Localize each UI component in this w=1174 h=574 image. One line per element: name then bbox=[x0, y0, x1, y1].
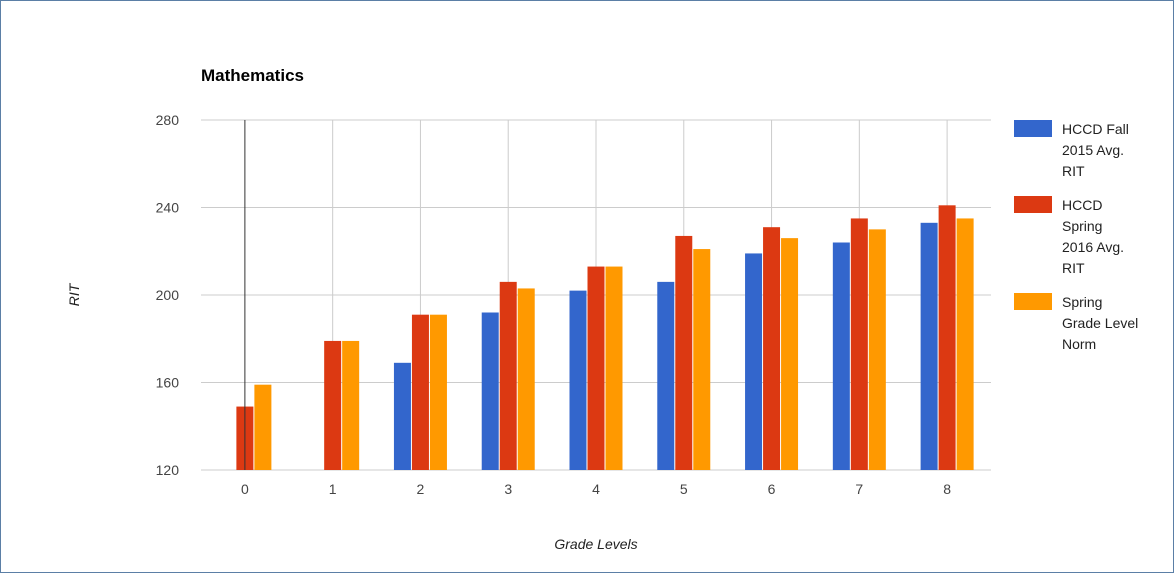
bar[interactable] bbox=[587, 266, 605, 470]
legend-label-line: Grade Level bbox=[1062, 315, 1138, 331]
legend-entry[interactable]: HCCD Spring 2016 Avg. RIT bbox=[1062, 197, 1124, 276]
x-tick-label: 1 bbox=[329, 481, 337, 497]
y-tick-label: 160 bbox=[156, 375, 180, 391]
bar[interactable] bbox=[429, 314, 447, 470]
bar[interactable] bbox=[411, 314, 429, 470]
legend-label-line: 2016 Avg. bbox=[1062, 239, 1124, 255]
bar[interactable] bbox=[657, 281, 675, 470]
x-tick-label: 4 bbox=[592, 481, 600, 497]
bar[interactable] bbox=[254, 384, 272, 470]
bar[interactable] bbox=[675, 235, 693, 470]
legend-swatch bbox=[1014, 120, 1052, 137]
bar[interactable] bbox=[745, 253, 763, 470]
bar[interactable] bbox=[763, 227, 781, 470]
legend-label-line: RIT bbox=[1062, 260, 1085, 276]
legend-label-line: Norm bbox=[1062, 336, 1096, 352]
y-axis-label: RIT bbox=[66, 282, 82, 306]
x-tick-label: 6 bbox=[768, 481, 776, 497]
bar[interactable] bbox=[499, 281, 517, 470]
bar[interactable] bbox=[605, 266, 623, 470]
legend-entry[interactable]: Spring Grade Level Norm bbox=[1062, 294, 1138, 352]
bar[interactable] bbox=[920, 222, 938, 470]
chart-title: Mathematics bbox=[201, 66, 304, 85]
x-tick-label: 2 bbox=[417, 481, 425, 497]
x-tick-label: 8 bbox=[943, 481, 951, 497]
bar[interactable] bbox=[956, 218, 974, 470]
bar[interactable] bbox=[342, 340, 360, 470]
legend-label-line: HCCD Fall bbox=[1062, 121, 1129, 137]
x-tick-label: 7 bbox=[855, 481, 863, 497]
x-axis-label: Grade Levels bbox=[554, 536, 637, 552]
y-tick-label: 120 bbox=[156, 462, 180, 478]
legend-entry[interactable]: HCCD Fall 2015 Avg. RIT bbox=[1062, 121, 1129, 179]
bar[interactable] bbox=[938, 205, 956, 470]
bars bbox=[236, 205, 974, 471]
bar[interactable] bbox=[832, 242, 850, 471]
legend-swatch bbox=[1014, 196, 1052, 213]
bar[interactable] bbox=[693, 249, 711, 470]
legend-label-line: HCCD bbox=[1062, 197, 1102, 213]
bar[interactable] bbox=[850, 218, 868, 470]
bar[interactable] bbox=[569, 290, 587, 470]
legend-swatch bbox=[1014, 293, 1052, 310]
y-tick-label: 280 bbox=[156, 112, 180, 128]
y-tick-label: 200 bbox=[156, 287, 180, 303]
bar[interactable] bbox=[781, 238, 799, 470]
x-tick-label: 5 bbox=[680, 481, 688, 497]
legend-label-line: Spring bbox=[1062, 218, 1102, 234]
bar[interactable] bbox=[517, 288, 535, 470]
tick-labels: 120 160 200 240 280 0 1 2 3 4 5 6 7 8 bbox=[156, 112, 952, 497]
legend-label-line: Spring bbox=[1062, 294, 1102, 310]
bar[interactable] bbox=[481, 312, 499, 471]
bar[interactable] bbox=[393, 362, 411, 470]
x-tick-label: 0 bbox=[241, 481, 249, 497]
legend-label-line: 2015 Avg. bbox=[1062, 142, 1124, 158]
bar[interactable] bbox=[324, 340, 342, 470]
legend: HCCD Fall 2015 Avg. RIT HCCD Spring 2016 Avg.… bbox=[1014, 120, 1138, 352]
bar[interactable] bbox=[868, 229, 886, 470]
legend-label-line: RIT bbox=[1062, 163, 1085, 179]
x-tick-label: 3 bbox=[504, 481, 512, 497]
y-tick-label: 240 bbox=[156, 200, 180, 216]
